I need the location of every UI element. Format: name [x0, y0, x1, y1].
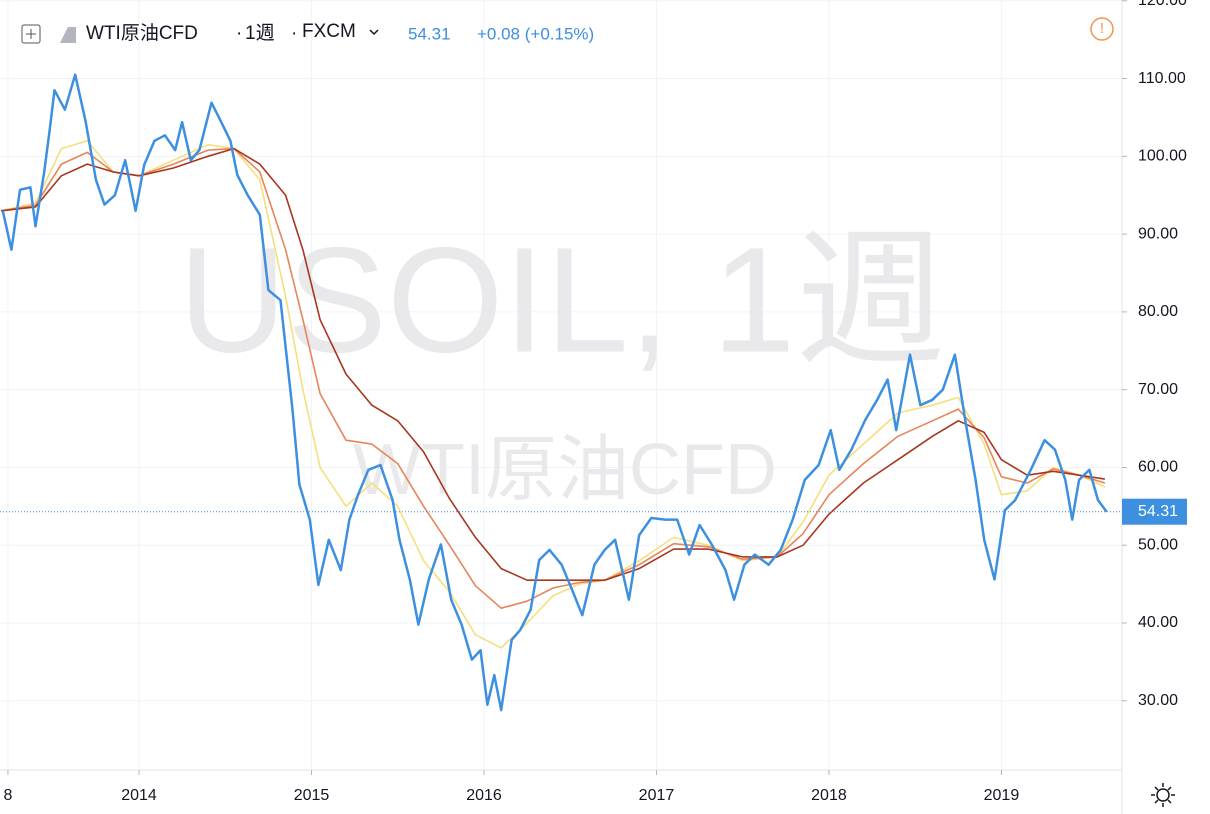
- watermark-symbol: USOIL, 1週: [179, 216, 946, 384]
- settings-icon[interactable]: [1156, 788, 1170, 802]
- expand-icon-cross: [26, 29, 36, 39]
- y-tick-label: 120.00: [1138, 0, 1187, 9]
- y-tick-label: 50.00: [1138, 536, 1178, 553]
- x-tick-label: 2017: [639, 787, 675, 804]
- y-tick-label: 60.00: [1138, 459, 1178, 476]
- watermark-name: WTI原油CFD: [353, 430, 777, 510]
- symbol-name[interactable]: WTI原油CFD: [86, 22, 198, 44]
- y-tick-label: 100.00: [1138, 148, 1187, 165]
- x-tick-label: 2016: [466, 787, 502, 804]
- separator: ·: [291, 23, 297, 44]
- last-price-tag-label: 54.31: [1138, 503, 1178, 520]
- plot: [0, 73, 1122, 712]
- settings-icon-rays: [1151, 783, 1175, 807]
- exchange[interactable]: FXCM: [302, 21, 356, 42]
- x-tick-label: 8: [3, 787, 12, 804]
- dropdown-icon[interactable]: [369, 29, 379, 36]
- expand-icon[interactable]: [21, 24, 41, 44]
- y-tick-label: 90.00: [1138, 225, 1178, 242]
- y-tick-label: 30.00: [1138, 692, 1178, 709]
- series-line: [1, 73, 1108, 712]
- last-price-tag: [1122, 498, 1187, 525]
- series-line: [0, 147, 1106, 582]
- grid: [0, 0, 1122, 770]
- x-tick-label: 2018: [811, 787, 847, 804]
- separator: ·: [236, 23, 242, 44]
- y-tick-label: 70.00: [1138, 381, 1178, 398]
- y-tick-label: 40.00: [1138, 614, 1178, 631]
- alert-icon[interactable]: [1090, 17, 1114, 41]
- price-change: +0.08 (+0.15%): [477, 24, 594, 43]
- symbol-icon: [60, 27, 76, 43]
- interval[interactable]: 1週: [245, 22, 275, 44]
- axes: 30.00 40.00 50.00 60.00 70.00 80.00 90.00 100.0…: [3, 0, 1187, 804]
- alert-icon-mark: !: [1100, 20, 1104, 37]
- x-tick-label: 2014: [121, 787, 157, 804]
- x-tick-label: 2019: [984, 787, 1020, 804]
- x-tick-label: 2015: [294, 787, 330, 804]
- y-tick-label: 80.00: [1138, 303, 1178, 320]
- last-price: 54.31: [408, 24, 451, 43]
- y-tick-label: 110.00: [1138, 70, 1186, 87]
- series-line: [0, 140, 1106, 649]
